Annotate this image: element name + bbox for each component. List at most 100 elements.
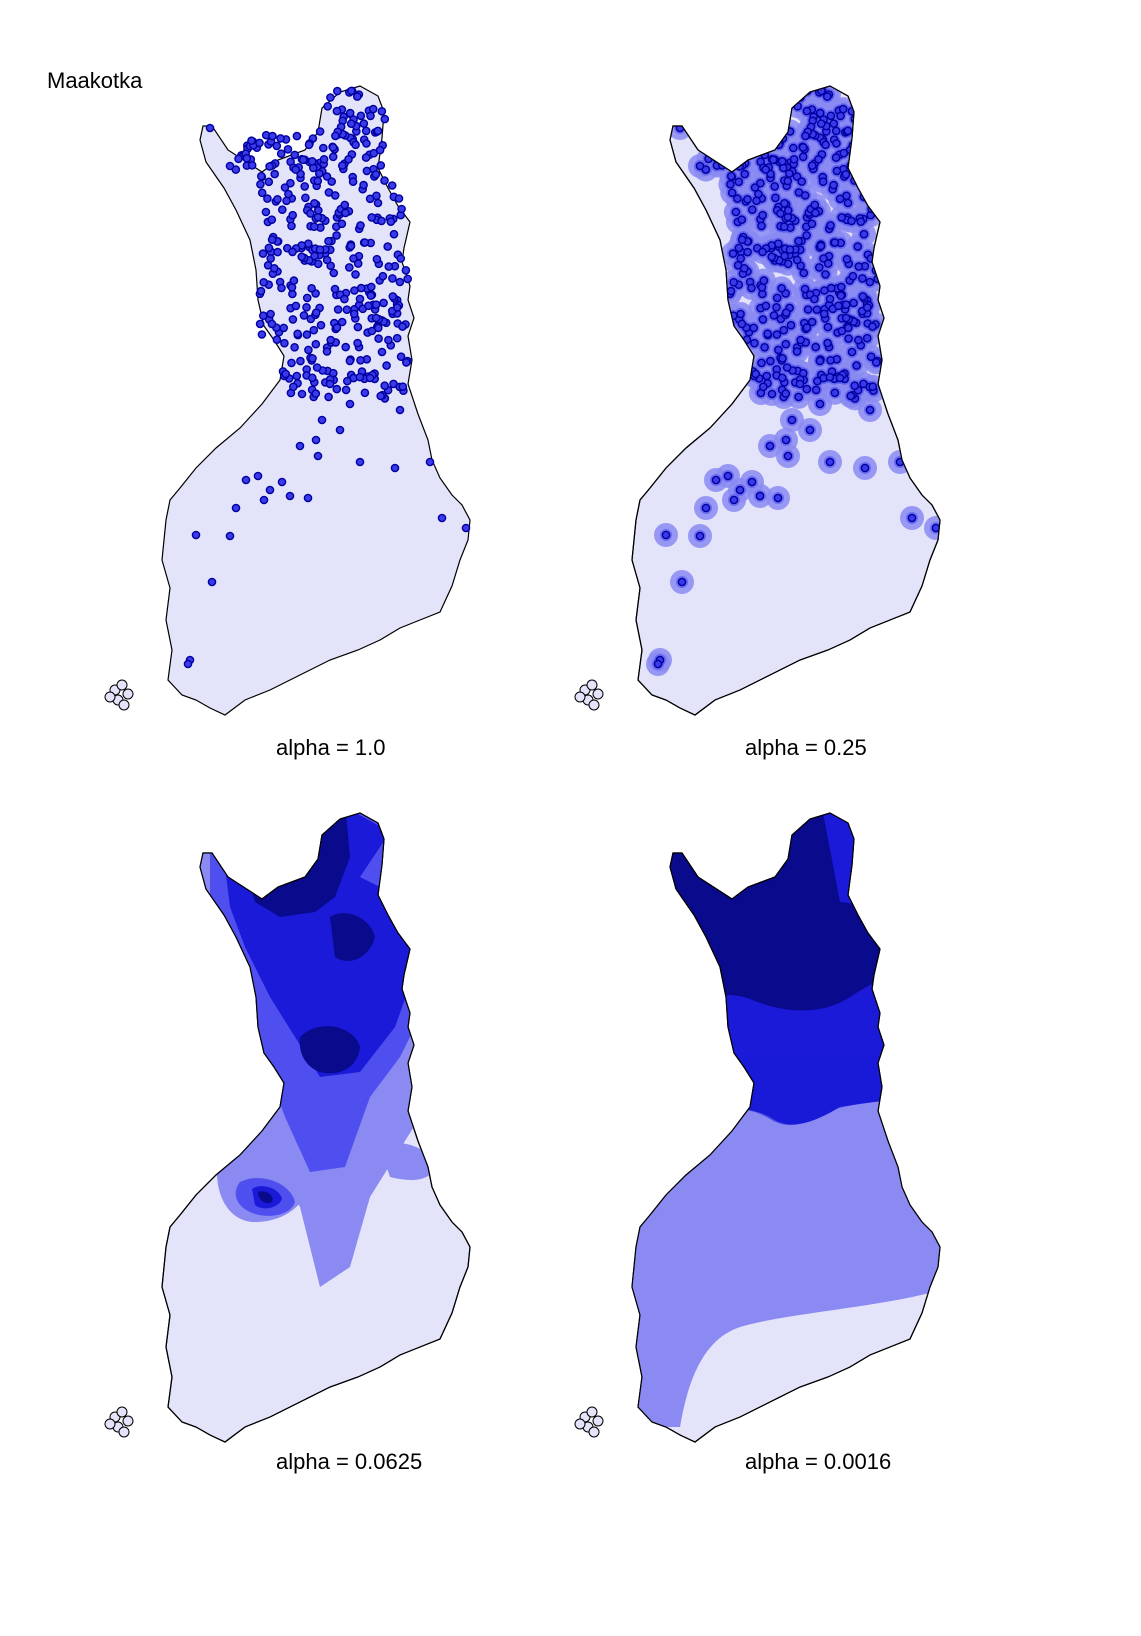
observation-point [337, 317, 347, 327]
panel-caption: alpha = 0.0016 [745, 1449, 892, 1474]
observation-point [332, 86, 342, 96]
observation-point [826, 111, 836, 121]
observation-point [365, 373, 375, 383]
observation-point [322, 255, 332, 265]
observation-point [743, 247, 752, 257]
observation-point [225, 161, 235, 171]
observation-point [829, 180, 838, 190]
observation-point [307, 156, 317, 166]
observation-point [256, 286, 266, 296]
observation-point [860, 463, 870, 473]
observation-point [425, 457, 435, 467]
observation-point [309, 222, 319, 231]
observation-point [761, 301, 771, 311]
observation-point [293, 329, 302, 339]
observation-point [299, 311, 309, 320]
halo [705, 133, 730, 158]
observation-point [853, 242, 863, 251]
observation-point [257, 188, 267, 198]
observation-point [312, 363, 322, 372]
observation-point [715, 141, 725, 151]
observation-point [761, 165, 771, 174]
observation-point [830, 238, 840, 247]
observation-point [384, 262, 394, 271]
observation-point [734, 177, 744, 187]
observation-point [401, 358, 411, 367]
observation-point [345, 399, 355, 409]
observation-point [756, 178, 765, 188]
observation-point [371, 313, 381, 323]
observation-point [832, 166, 842, 176]
observation-point [711, 149, 720, 158]
observation-points [183, 86, 471, 669]
observation-point [781, 435, 791, 445]
observation-point [779, 325, 789, 335]
observation-point [277, 477, 287, 487]
halo [709, 128, 734, 153]
observation-point [330, 191, 340, 200]
observation-point [362, 166, 372, 176]
observation-point [332, 323, 342, 332]
observation-point [810, 294, 819, 304]
observation-point [267, 319, 277, 329]
observation-point [290, 150, 300, 160]
halo [714, 135, 739, 160]
observation-point [205, 123, 215, 133]
observation-point [821, 270, 830, 279]
observation-point [241, 475, 251, 485]
observation-point [341, 208, 350, 218]
observation-point [796, 335, 806, 345]
observation-point [280, 338, 289, 348]
observation-point [837, 326, 847, 336]
observation-point [852, 361, 861, 370]
observation-point [335, 425, 345, 435]
observation-point [797, 177, 807, 186]
observation-point [313, 451, 323, 461]
observation-point [361, 153, 371, 162]
observation-point [388, 274, 397, 283]
observation-point [372, 254, 382, 264]
observation-point [318, 143, 328, 153]
observation-point [397, 204, 406, 214]
finland-map [574, 812, 941, 1443]
observation-point [277, 205, 287, 214]
observation-point [723, 471, 733, 481]
observation-point [772, 293, 782, 303]
observation-point [287, 358, 296, 368]
observation-point [750, 183, 760, 192]
observation-point [795, 379, 805, 389]
observation-point [768, 155, 778, 165]
observation-point [313, 176, 323, 186]
observation-point [285, 491, 295, 501]
observation-point [713, 144, 722, 154]
observation-point [815, 356, 825, 366]
figure-title: Maakotka [47, 68, 143, 93]
observation-point [307, 373, 317, 383]
observation-point [839, 148, 849, 158]
observation-point [653, 659, 663, 669]
observation-point [734, 140, 743, 149]
observation-point [747, 205, 757, 214]
observation-point [361, 126, 371, 136]
observation-point [283, 144, 293, 154]
map-panel-alpha-0.0016: alpha = 0.0016 [470, 727, 1010, 1487]
observation-point [273, 247, 282, 257]
observation-point [780, 198, 789, 208]
observation-point [734, 243, 744, 253]
observation-point [367, 213, 377, 222]
observation-point [346, 119, 356, 128]
observation-point [760, 342, 769, 352]
observation-point [256, 179, 265, 189]
observation-point [832, 139, 841, 148]
halo [730, 124, 755, 149]
observation-point [369, 148, 379, 158]
observation-point [332, 231, 341, 240]
observation-point [858, 274, 867, 283]
observation-point [351, 140, 360, 150]
observation-point [763, 329, 772, 339]
aland-islands [104, 679, 134, 711]
observation-point [324, 392, 333, 402]
observation-point [787, 415, 797, 425]
observation-point [272, 335, 282, 345]
halo [724, 123, 749, 148]
